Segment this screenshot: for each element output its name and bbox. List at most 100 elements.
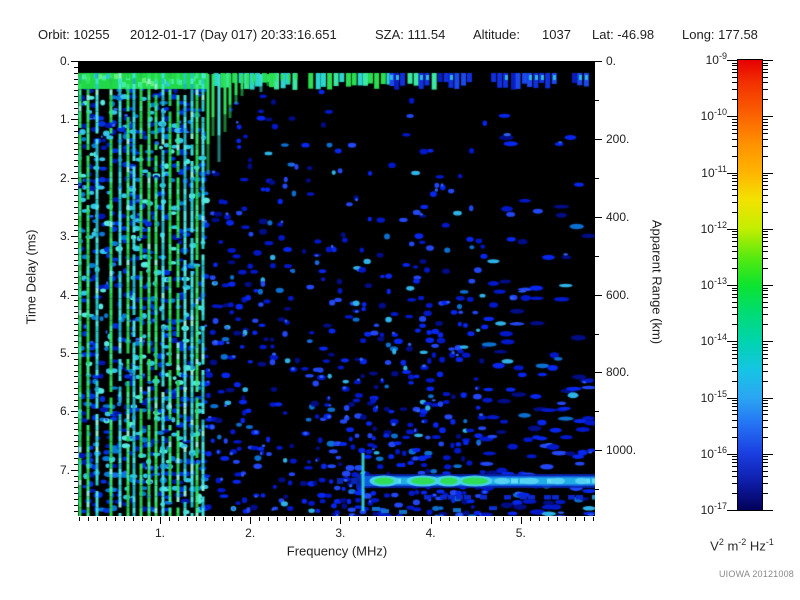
colorbar-tick	[762, 297, 768, 299]
tick-mark	[74, 72, 78, 74]
tick-mark	[394, 517, 396, 521]
colorbar-tick	[762, 402, 768, 404]
tick-mark	[74, 376, 78, 378]
tick-mark	[74, 131, 78, 133]
tick-mark	[74, 224, 78, 226]
colorbar-tick	[762, 268, 768, 270]
tick-mark	[74, 341, 78, 343]
tick-mark	[196, 517, 198, 521]
tick-mark	[484, 517, 486, 521]
x-axis-title: Frequency (MHz)	[286, 543, 388, 559]
colorbar-tick	[732, 155, 738, 157]
tick-mark	[511, 517, 513, 521]
tick-mark	[74, 288, 78, 290]
header-sza: SZA: 111.54	[375, 27, 446, 42]
tick-mark	[583, 517, 585, 521]
header-orbit: Orbit: 10255	[38, 27, 110, 42]
colorbar-tick	[762, 510, 773, 511]
y-right-tick-label: 0.	[606, 54, 617, 68]
colorbar-tick	[762, 493, 768, 495]
colorbar-tick	[762, 155, 768, 157]
tick-mark	[439, 517, 441, 521]
colorbar-tick	[732, 68, 738, 70]
colorbar-tick	[762, 343, 768, 345]
colorbar-tick	[732, 307, 738, 309]
tick-mark	[259, 517, 261, 521]
colorbar-tick	[762, 397, 773, 399]
colorbar-tick	[732, 237, 738, 239]
tick-mark	[313, 517, 315, 521]
colorbar-tick	[762, 175, 768, 177]
colorbar-tick	[762, 128, 768, 130]
colorbar-tick	[762, 462, 768, 464]
colorbar-tick	[732, 65, 738, 67]
tick-mark	[74, 452, 78, 454]
colorbar-tick	[762, 189, 768, 191]
colorbar-tick	[732, 62, 738, 64]
tick-mark	[74, 317, 78, 319]
y-right-tick-label: 200.	[606, 131, 630, 146]
tick-mark	[74, 277, 78, 279]
tick-mark	[160, 517, 161, 524]
colorbar-tick	[762, 349, 768, 351]
tick-mark	[71, 469, 78, 471]
tick-mark	[74, 183, 78, 185]
colorbar-tick-label: 10-11	[701, 163, 727, 180]
tick-mark	[595, 333, 599, 335]
colorbar-tick	[762, 380, 768, 382]
colorbar-tick	[732, 419, 738, 421]
colorbar-tick	[762, 400, 768, 402]
colorbar-tick	[732, 234, 738, 236]
tick-mark	[74, 417, 78, 419]
colorbar-tick	[762, 172, 773, 174]
y-left-tick-label: 7.	[59, 462, 70, 477]
tick-mark	[74, 423, 78, 425]
tick-mark	[595, 255, 599, 257]
colorbar-tick	[762, 133, 768, 135]
colorbar-tick	[762, 436, 768, 438]
colorbar-tick	[732, 124, 738, 126]
colorbar-tick	[762, 426, 768, 428]
tick-mark	[74, 212, 78, 214]
tick-mark	[74, 265, 78, 267]
colorbar-tick	[762, 346, 768, 348]
colorbar-tick	[762, 293, 768, 295]
colorbar-tick	[762, 121, 768, 123]
colorbar-tick	[762, 483, 768, 485]
colorbar-tick	[762, 324, 768, 326]
tick-mark	[74, 271, 78, 273]
tick-mark	[268, 517, 270, 521]
tick-mark	[105, 517, 107, 521]
colorbar-tick	[727, 116, 738, 118]
colorbar-tick	[762, 241, 768, 243]
tick-mark	[241, 517, 243, 521]
tick-mark	[595, 294, 602, 296]
colorbar-tick-label: 10-14	[700, 332, 727, 349]
colorbar-tick	[727, 397, 738, 399]
tick-mark	[74, 90, 78, 92]
colorbar-tick	[762, 287, 768, 289]
tick-mark	[595, 450, 602, 452]
colorbar-tick	[732, 82, 738, 84]
tick-mark	[74, 481, 78, 483]
colorbar-tick	[732, 241, 738, 243]
tick-mark	[169, 517, 171, 521]
tick-mark	[376, 517, 378, 521]
tick-mark	[74, 125, 78, 127]
colorbar-tick	[762, 409, 768, 411]
x-tick-label: 4.	[425, 526, 436, 540]
tick-mark	[74, 154, 78, 156]
colorbar-tick	[762, 177, 768, 179]
colorbar-tick-label: 10-9	[705, 51, 727, 67]
tick-mark	[71, 236, 78, 238]
colorbar-tick	[732, 493, 738, 495]
colorbar-tick	[727, 228, 738, 230]
y-left-axis-title: Time Delay (ms)	[23, 229, 39, 325]
colorbar-tick	[762, 211, 768, 213]
tick-mark	[74, 358, 78, 360]
tick-mark	[71, 353, 78, 354]
colorbar-tick	[732, 301, 738, 303]
colorbar-tick	[762, 459, 768, 461]
tick-mark	[141, 517, 143, 521]
tick-mark	[74, 96, 78, 98]
